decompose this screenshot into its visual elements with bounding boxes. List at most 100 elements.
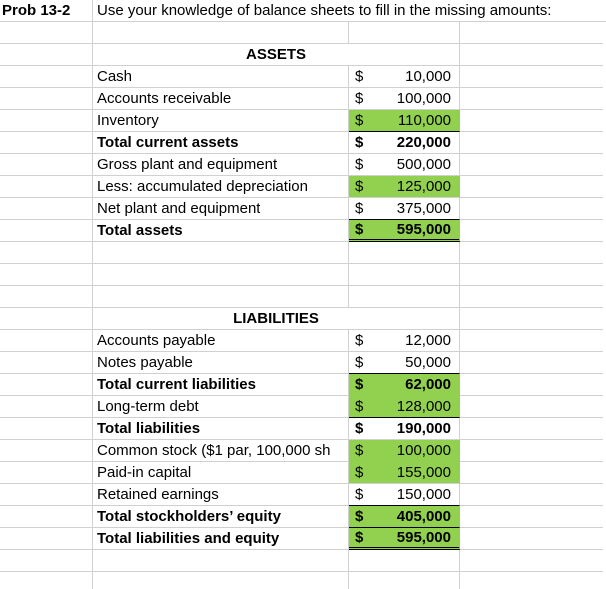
empty-cell[interactable] (0, 418, 93, 440)
label-cell[interactable]: Retained earnings (93, 484, 349, 506)
label-cell[interactable]: Total liabilities and equity (93, 528, 349, 550)
empty-cell[interactable] (460, 506, 603, 528)
empty-cell[interactable] (0, 374, 93, 396)
empty-cell[interactable] (0, 220, 93, 242)
empty-cell[interactable] (460, 418, 603, 440)
empty-cell[interactable] (0, 550, 93, 572)
empty-cell[interactable] (460, 484, 603, 506)
empty-cell[interactable] (0, 22, 93, 44)
empty-cell[interactable] (460, 330, 603, 352)
label-cell[interactable]: Accounts payable (93, 330, 349, 352)
empty-cell[interactable] (0, 308, 93, 330)
section-header-cell[interactable]: LIABILITIES (93, 308, 460, 330)
empty-cell[interactable] (93, 550, 349, 572)
amount-cell[interactable]: $375,000 (349, 198, 460, 220)
empty-cell[interactable] (0, 440, 93, 462)
problem-id-cell[interactable]: Prob 13-2 (0, 0, 93, 22)
label-cell[interactable]: Total current assets (93, 132, 349, 154)
empty-cell[interactable] (460, 396, 603, 418)
empty-cell[interactable] (460, 550, 603, 572)
empty-cell[interactable] (460, 352, 603, 374)
empty-cell[interactable] (0, 330, 93, 352)
empty-cell[interactable] (0, 110, 93, 132)
label-cell[interactable]: Total liabilities (93, 418, 349, 440)
label-cell[interactable]: Inventory (93, 110, 349, 132)
empty-cell[interactable] (460, 154, 603, 176)
empty-cell[interactable] (460, 66, 603, 88)
empty-cell[interactable] (0, 88, 93, 110)
empty-cell[interactable] (349, 286, 460, 308)
instruction-cell[interactable]: Use your knowledge of balance sheets to … (93, 0, 606, 22)
empty-cell[interactable] (349, 572, 460, 589)
empty-cell[interactable] (460, 242, 603, 264)
label-cell[interactable]: Total current liabilities (93, 374, 349, 396)
empty-cell[interactable] (460, 308, 603, 330)
amount-cell[interactable]: $12,000 (349, 330, 460, 352)
label-cell[interactable]: Long-term debt (93, 396, 349, 418)
empty-cell[interactable] (349, 264, 460, 286)
empty-cell[interactable] (93, 572, 349, 589)
amount-cell[interactable]: $190,000 (349, 418, 460, 440)
amount-cell[interactable]: $100,000 (349, 88, 460, 110)
label-cell[interactable]: Notes payable (93, 352, 349, 374)
empty-cell[interactable] (0, 154, 93, 176)
empty-cell[interactable] (0, 264, 93, 286)
amount-cell[interactable]: $405,000 (349, 506, 460, 528)
amount-cell[interactable]: $150,000 (349, 484, 460, 506)
empty-cell[interactable] (0, 462, 93, 484)
empty-cell[interactable] (460, 110, 603, 132)
label-cell[interactable]: Total assets (93, 220, 349, 242)
amount-cell[interactable]: $100,000 (349, 440, 460, 462)
amount-cell[interactable]: $50,000 (349, 352, 460, 374)
empty-cell[interactable] (460, 44, 603, 66)
empty-cell[interactable] (460, 264, 603, 286)
empty-cell[interactable] (349, 242, 460, 264)
amount-cell[interactable]: $10,000 (349, 66, 460, 88)
empty-cell[interactable] (460, 220, 603, 242)
section-header-cell[interactable]: ASSETS (93, 44, 460, 66)
empty-cell[interactable] (93, 286, 349, 308)
empty-cell[interactable] (0, 506, 93, 528)
amount-cell[interactable]: $125,000 (349, 176, 460, 198)
amount-cell[interactable]: $62,000 (349, 374, 460, 396)
label-cell[interactable]: Net plant and equipment (93, 198, 349, 220)
empty-cell[interactable] (460, 286, 603, 308)
label-cell[interactable]: Gross plant and equipment (93, 154, 349, 176)
empty-cell[interactable] (460, 572, 603, 589)
amount-cell[interactable]: $110,000 (349, 110, 460, 132)
empty-cell[interactable] (0, 176, 93, 198)
empty-cell[interactable] (0, 352, 93, 374)
empty-cell[interactable] (460, 88, 603, 110)
empty-cell[interactable] (93, 22, 349, 44)
empty-cell[interactable] (0, 286, 93, 308)
label-cell[interactable]: Less: accumulated depreciation (93, 176, 349, 198)
amount-cell[interactable]: $595,000 (349, 220, 460, 242)
empty-cell[interactable] (0, 396, 93, 418)
empty-cell[interactable] (460, 176, 603, 198)
label-cell[interactable]: Paid-in capital (93, 462, 349, 484)
empty-cell[interactable] (460, 374, 603, 396)
label-cell[interactable]: Cash (93, 66, 349, 88)
label-cell[interactable]: Total stockholders’ equity (93, 506, 349, 528)
amount-cell[interactable]: $220,000 (349, 132, 460, 154)
empty-cell[interactable] (0, 528, 93, 550)
label-cell[interactable]: Common stock ($1 par, 100,000 sh (93, 440, 349, 462)
empty-cell[interactable] (0, 484, 93, 506)
empty-cell[interactable] (460, 528, 603, 550)
empty-cell[interactable] (349, 550, 460, 572)
empty-cell[interactable] (0, 44, 93, 66)
empty-cell[interactable] (93, 264, 349, 286)
label-cell[interactable]: Accounts receivable (93, 88, 349, 110)
empty-cell[interactable] (460, 198, 603, 220)
empty-cell[interactable] (460, 462, 603, 484)
empty-cell[interactable] (0, 132, 93, 154)
empty-cell[interactable] (0, 572, 93, 589)
empty-cell[interactable] (460, 22, 603, 44)
amount-cell[interactable]: $500,000 (349, 154, 460, 176)
empty-cell[interactable] (0, 198, 93, 220)
empty-cell[interactable] (460, 440, 603, 462)
amount-cell[interactable]: $595,000 (349, 528, 460, 550)
amount-cell[interactable]: $155,000 (349, 462, 460, 484)
amount-cell[interactable]: $128,000 (349, 396, 460, 418)
empty-cell[interactable] (0, 242, 93, 264)
